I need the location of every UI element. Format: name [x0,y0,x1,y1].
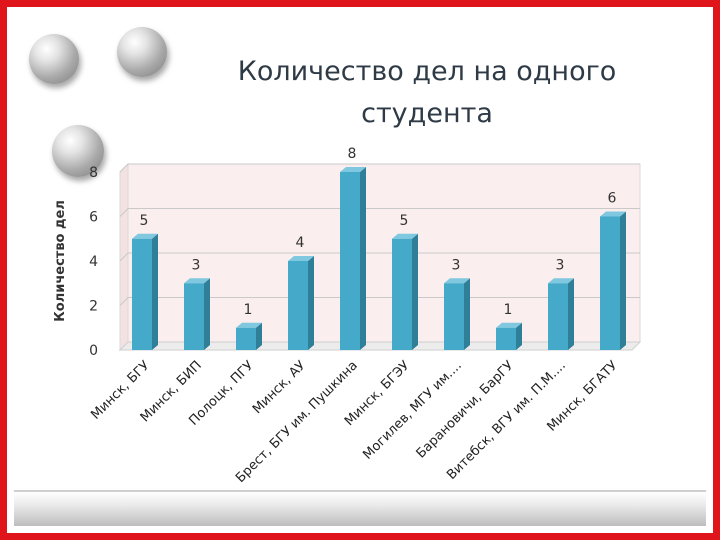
decorative-sphere-3 [52,125,104,177]
bar-top [184,278,210,284]
data-label: 3 [192,257,201,273]
y-gridline [119,208,640,217]
bar [340,172,360,350]
bar [600,216,620,350]
bar [444,283,464,350]
bar [496,327,516,350]
bar-top [288,256,314,261]
bar-top [392,233,418,239]
slide-title: Количество дел на одного студента [197,51,657,135]
bar [392,238,412,350]
bar-top [340,167,366,172]
data-label: 8 [348,146,357,162]
bar-side [568,278,574,350]
y-tick-label: 2 [89,299,98,315]
bar-top [548,278,574,284]
data-label: 1 [244,302,253,318]
data-label: 1 [504,302,513,318]
y-axis-label: Количество дел [53,200,68,322]
y-tick-label: 8 [89,165,98,181]
bar-side [620,211,626,350]
bar-top [444,278,470,284]
data-label: 5 [400,213,409,229]
decorative-sphere-2 [117,27,167,77]
footer-bar [14,492,706,526]
bar [132,238,152,350]
bar-top [236,322,262,328]
bar-side [516,322,522,350]
bar [184,283,204,350]
data-label: 3 [452,257,461,273]
y-tick-label: 0 [89,343,98,359]
bar-top [600,211,626,217]
bar [548,283,568,350]
bar-side [360,167,366,350]
slide-title-line-1: Количество дел на одного [237,56,617,87]
y-gridline [119,163,640,173]
slide-title-line-2: студента [361,98,493,129]
data-label: 6 [608,191,617,207]
bar [288,261,308,350]
bar-side [204,278,210,350]
x-tick-label: Могилев, МГУ им.... [360,358,464,462]
data-label: 5 [140,213,149,229]
bar-side [308,256,314,350]
x-tick-label: Барановичи, БарГУ [414,358,517,461]
bar-top [132,233,158,239]
y-tick-label: 6 [89,210,98,226]
bar [236,327,256,350]
data-label: 4 [296,235,305,251]
data-label: 3 [556,257,565,273]
footer-divider [14,490,706,492]
bar-side [152,233,158,350]
bar-side [412,233,418,350]
decorative-sphere-1 [29,34,79,84]
bar-side [464,278,470,350]
y-tick-label: 4 [89,254,98,270]
y-gridline [119,252,640,262]
bar-side [256,322,262,350]
bar-top [496,322,522,328]
